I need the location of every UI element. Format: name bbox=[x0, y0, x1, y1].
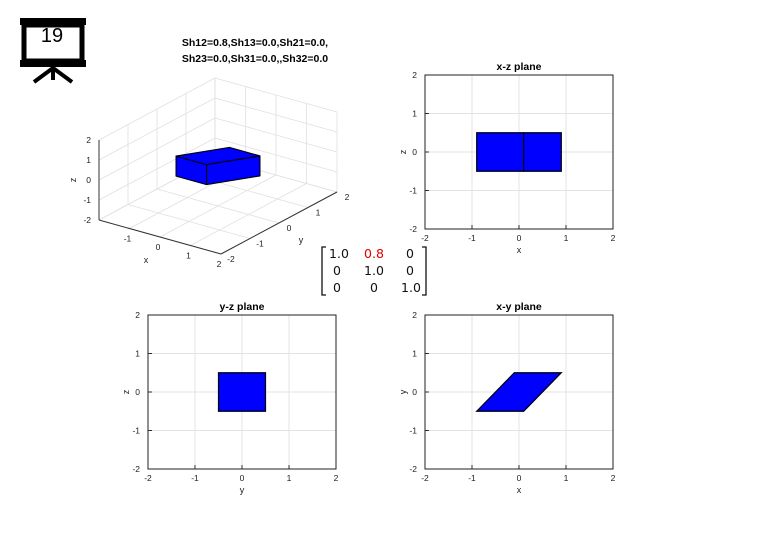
plot3d-grid bbox=[156, 188, 280, 224]
xz-title: x-z plane bbox=[497, 61, 542, 73]
yz-tick-label-x: 1 bbox=[287, 473, 292, 483]
xz-tick-label-y: 1 bbox=[412, 109, 417, 119]
plot3d-tick-label-z: 0 bbox=[86, 175, 91, 185]
xz-tick-label-y: 0 bbox=[412, 147, 417, 157]
presentation-board-icon bbox=[20, 18, 86, 84]
plot3d-y-axis bbox=[220, 191, 338, 255]
yz-tick-label-y: 1 bbox=[135, 349, 140, 359]
yz-tick-label-y: -1 bbox=[132, 426, 140, 436]
yz-tick-label-x: 2 bbox=[334, 473, 339, 483]
xy-tick-label-x: -2 bbox=[421, 473, 429, 483]
xy-tick-label-y: -2 bbox=[409, 464, 417, 474]
plot3d-tick-label-x: 0 bbox=[156, 242, 161, 252]
plot3d-tick-label-y: -2 bbox=[227, 254, 235, 264]
plot3d-grid bbox=[190, 183, 307, 246]
matrix-cell-r3c1: 0 bbox=[333, 280, 341, 295]
plot3d-tick-label-x: 2 bbox=[217, 259, 222, 269]
plot3d-tick-label-y: 0 bbox=[287, 223, 292, 233]
xy-title: x-y plane bbox=[496, 301, 542, 313]
matrix-cell-r1c2: 0.8 bbox=[364, 246, 384, 261]
plot3d-xlabel: x bbox=[144, 255, 149, 265]
xz-axes-box bbox=[424, 74, 614, 230]
plot3d-ylabel: y bbox=[299, 235, 304, 245]
xy-tick-label-x: 0 bbox=[517, 473, 522, 483]
plot3d-tick-label-z: 2 bbox=[86, 135, 91, 145]
xz-xlabel: x bbox=[517, 245, 522, 255]
xz-tick-label-x: 0 bbox=[517, 233, 522, 243]
plot3d-tick-label-y: 1 bbox=[316, 208, 321, 218]
xy-tick-label-y: 1 bbox=[412, 349, 417, 359]
plot3d-tick-label-z: 1 bbox=[86, 155, 91, 165]
plot3d-grid bbox=[214, 77, 338, 113]
plot3d-tick-label-x: -1 bbox=[124, 234, 132, 244]
yz-axes-box bbox=[147, 314, 337, 470]
xz-tick-label-x: 1 bbox=[564, 233, 569, 243]
xy-tick-label-x: 1 bbox=[564, 473, 569, 483]
plot3d-tick-label-y: -1 bbox=[256, 239, 264, 249]
xz-ylabel: z bbox=[398, 149, 408, 154]
xy-tick-label-y: -1 bbox=[409, 426, 417, 436]
xz-tick-label-x: 2 bbox=[611, 233, 616, 243]
yz-title: y-z plane bbox=[220, 301, 265, 313]
shear-matrix: 1.0 0.8 0 0 1.0 0 0 0 1.0 bbox=[320, 245, 428, 297]
xz-tick-label-y: -1 bbox=[409, 186, 417, 196]
plot3d-cube-face-3 bbox=[175, 146, 261, 166]
yz-shape-1 bbox=[217, 372, 267, 412]
slide-number: 19 bbox=[40, 25, 64, 47]
yz-tick-label-y: -2 bbox=[132, 464, 140, 474]
plot-3d-title-line-2: Sh23=0.0,Sh31=0.0,,Sh32=0.0 bbox=[181, 53, 329, 65]
xy-tick-label-x: -1 bbox=[468, 473, 476, 483]
plot-3d-title-line-1: Sh12=0.8,Sh13=0.0,Sh21=0.0, bbox=[181, 37, 329, 49]
xz-tick-label-y: 2 bbox=[412, 70, 417, 80]
matrix-cell-r3c2: 0 bbox=[370, 280, 378, 295]
matrix-cell-r3c3: 1.0 bbox=[401, 280, 421, 295]
matrix-cell-r1c3: 0 bbox=[406, 246, 414, 261]
xy-ylabel: y bbox=[398, 389, 408, 394]
yz-tick-label-x: -2 bbox=[144, 473, 152, 483]
yz-tick-label-x: 0 bbox=[240, 473, 245, 483]
plot3d-x-axis bbox=[98, 219, 222, 255]
plot-3d-title: Sh12=0.8,Sh13=0.0,Sh21=0.0, Sh23=0.0,Sh3… bbox=[140, 35, 370, 67]
matrix-cell-r2c2: 1.0 bbox=[364, 263, 384, 278]
xz-shape-2 bbox=[523, 132, 562, 172]
plot3d-tick-label-z: -2 bbox=[83, 215, 91, 225]
xy-axes-box bbox=[424, 314, 614, 470]
plot3d-grid bbox=[98, 97, 216, 161]
yz-xlabel: y bbox=[240, 485, 245, 495]
xy-xlabel: x bbox=[517, 485, 522, 495]
plot3d-grid bbox=[98, 117, 216, 181]
plot3d-tick-label-x: 1 bbox=[186, 251, 191, 261]
xy-tick-label-y: 0 bbox=[412, 387, 417, 397]
plot3d-grid bbox=[98, 77, 216, 141]
matrix-brackets bbox=[321, 246, 427, 296]
xz-tick-label-y: -2 bbox=[409, 224, 417, 234]
xz-tick-label-x: -2 bbox=[421, 233, 429, 243]
yz-tick-label-x: -1 bbox=[191, 473, 199, 483]
plot3d-zlabel: z bbox=[68, 177, 78, 182]
yz-tick-label-y: 2 bbox=[135, 310, 140, 320]
xy-tick-label-y: 2 bbox=[412, 310, 417, 320]
matrix-cell-r1c1: 1.0 bbox=[329, 246, 349, 261]
xz-tick-label-x: -1 bbox=[468, 233, 476, 243]
yz-tick-label-y: 0 bbox=[135, 387, 140, 397]
yz-ylabel: z bbox=[121, 389, 131, 394]
plot3d-grid bbox=[214, 97, 338, 133]
matrix-cell-r2c3: 0 bbox=[406, 263, 414, 278]
plot3d-tick-label-z: -1 bbox=[83, 195, 91, 205]
matrix-cell-r2c1: 0 bbox=[333, 263, 341, 278]
plot3d-grid bbox=[214, 117, 338, 153]
plot3d-tick-label-y: 2 bbox=[345, 192, 350, 202]
xy-tick-label-x: 2 bbox=[611, 473, 616, 483]
xy-shape-1 bbox=[475, 372, 563, 412]
